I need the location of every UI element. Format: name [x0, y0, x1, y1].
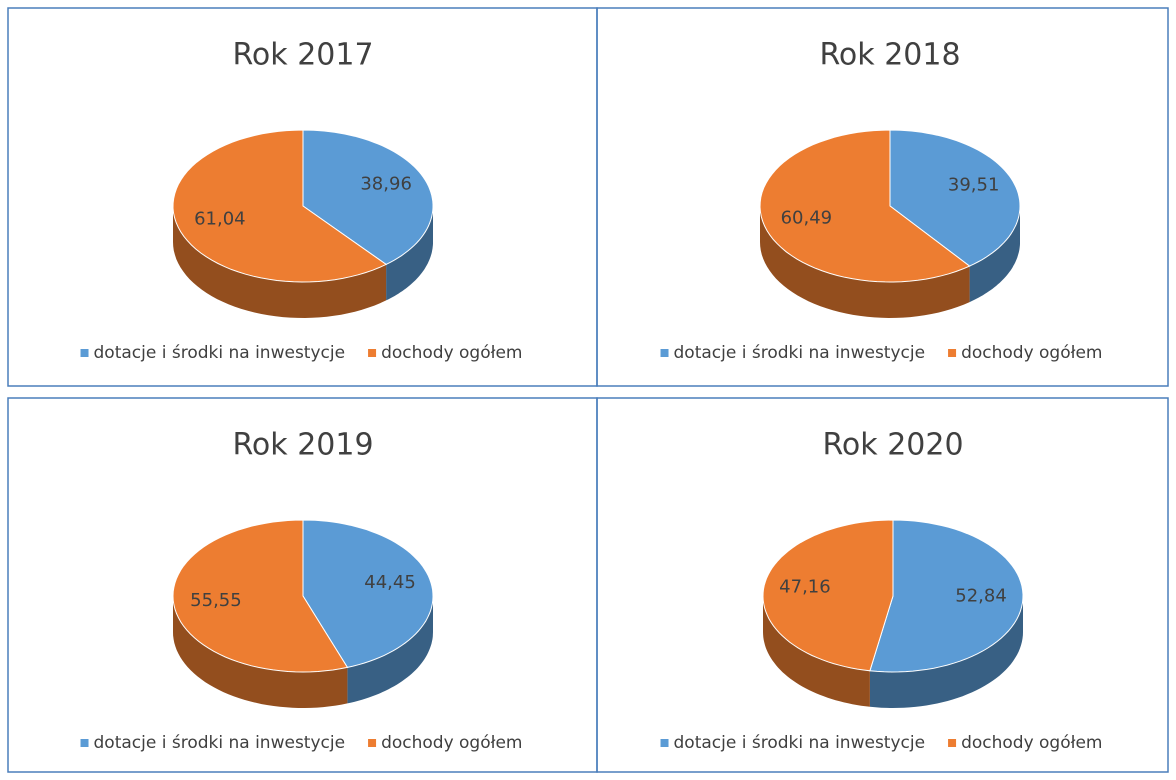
- slice: [302, 519, 434, 668]
- value-label: 38,96: [360, 173, 412, 194]
- legend: dotacje i środki na inwestycje dochody og…: [660, 733, 1102, 753]
- legend-swatch: [660, 349, 669, 357]
- slice: [889, 129, 1021, 267]
- chart-title: Rok 2018: [819, 38, 960, 73]
- panel-border: [596, 397, 1169, 773]
- legend-swatch: [948, 739, 957, 747]
- legend-label: dochody ogółem: [381, 343, 522, 363]
- slice-side: [763, 596, 870, 707]
- value-label: 44,45: [364, 572, 416, 593]
- legend: dotacje i środki na inwestycje dochody og…: [660, 343, 1102, 363]
- slice: [759, 129, 971, 283]
- slice: [172, 129, 388, 283]
- legend-swatch: [368, 739, 377, 747]
- slice: [302, 129, 434, 265]
- legend-swatch: [660, 739, 669, 747]
- slice-side: [869, 596, 1023, 708]
- slice-side: [173, 206, 387, 318]
- legend-label: dochody ogółem: [381, 733, 522, 753]
- slice-side: [347, 596, 433, 704]
- legend-label: dotacje i środki na inwestycje: [94, 343, 346, 363]
- slice-side: [760, 206, 970, 318]
- slice: [869, 519, 1024, 673]
- legend: dotacje i środki na inwestycje dochody og…: [80, 343, 522, 363]
- legend-label: dotacje i środki na inwestycje: [674, 733, 926, 753]
- legend-swatch: [80, 739, 89, 747]
- value-label: 60,49: [781, 208, 833, 229]
- legend-label: dochody ogółem: [961, 343, 1102, 363]
- value-label: 52,84: [955, 586, 1007, 607]
- chart-title: Rok 2020: [822, 428, 963, 463]
- slice-side: [969, 206, 1020, 303]
- legend-label: dotacje i środki na inwestycje: [674, 343, 926, 363]
- legend-swatch: [948, 349, 957, 357]
- legend-label: dochody ogółem: [961, 733, 1102, 753]
- slice: [172, 519, 349, 673]
- legend: dotacje i środki na inwestycje dochody og…: [80, 733, 522, 753]
- value-label: 55,55: [190, 590, 242, 611]
- value-label: 47,16: [779, 576, 831, 597]
- value-label: 39,51: [948, 174, 1000, 195]
- chart-title: Rok 2019: [232, 428, 373, 463]
- value-label: 61,04: [194, 209, 246, 230]
- legend-swatch: [80, 349, 89, 357]
- chart-title: Rok 2017: [232, 38, 373, 73]
- legend-swatch: [368, 349, 377, 357]
- panel-border: [596, 7, 1169, 387]
- legend-label: dotacje i środki na inwestycje: [94, 733, 346, 753]
- slice: [762, 519, 894, 672]
- slice-side: [173, 596, 348, 708]
- slice-side: [386, 206, 433, 301]
